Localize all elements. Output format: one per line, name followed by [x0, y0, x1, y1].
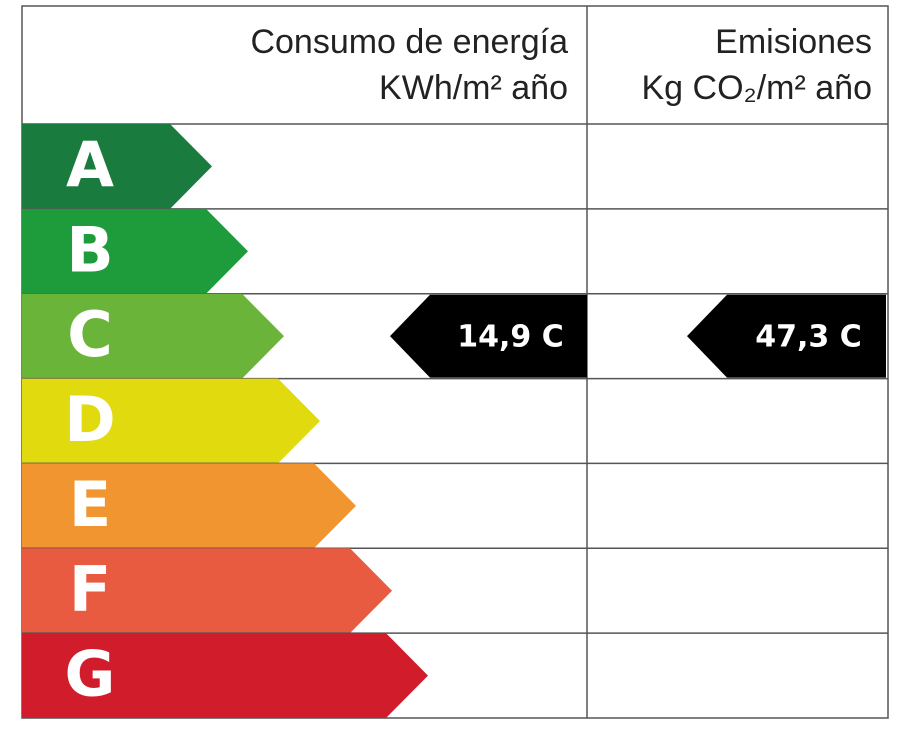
indicator-label: 47,3 C — [755, 320, 861, 355]
rating-arrow — [22, 378, 320, 464]
rating-letter: C — [67, 298, 113, 371]
rating-arrow — [22, 633, 428, 718]
indicator-label: 14,9 C — [457, 320, 563, 355]
indicator-arrow — [687, 294, 886, 378]
rating-arrow — [22, 208, 248, 294]
rating-letter: E — [69, 468, 111, 541]
emissions-unit: Kg CO₂/m² año — [642, 69, 873, 107]
indicator-arrow — [390, 294, 587, 378]
rating-letter: B — [66, 213, 113, 286]
consumption-unit: KWh/m² año — [379, 69, 568, 107]
rating-letter: D — [64, 383, 115, 456]
rating-letter: A — [66, 129, 114, 202]
rating-arrow — [22, 463, 356, 549]
rating-arrow — [22, 293, 284, 379]
consumption-title: Consumo de energía — [250, 23, 568, 61]
rating-letter: G — [65, 638, 116, 711]
rating-letter: F — [69, 553, 111, 626]
rating-arrow — [22, 548, 392, 634]
emissions-title: Emisiones — [715, 23, 872, 61]
rating-arrow — [22, 124, 212, 209]
